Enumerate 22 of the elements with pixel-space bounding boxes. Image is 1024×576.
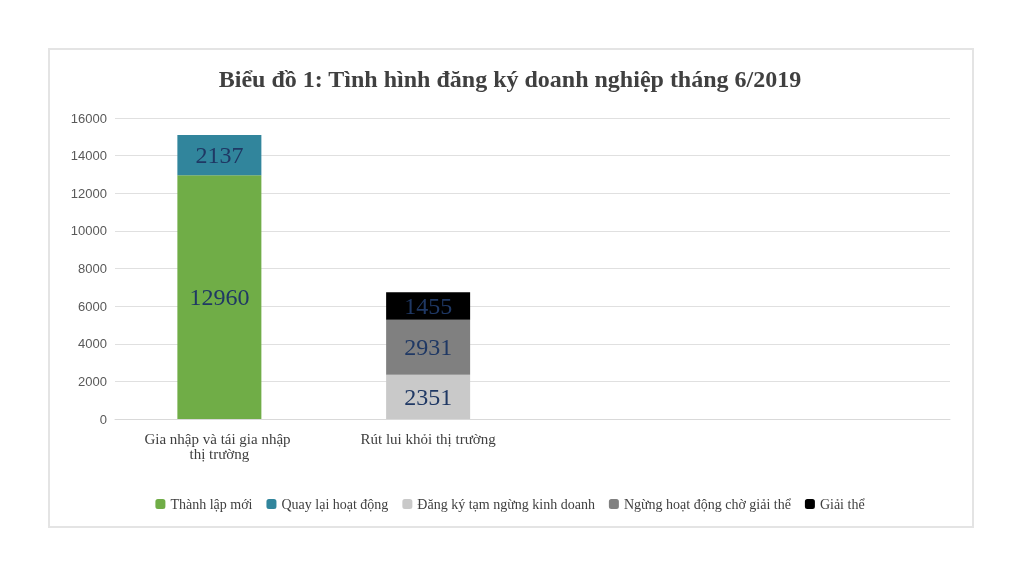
legend-label: Thành lập mới (170, 496, 253, 512)
y-tick-label: 2000 (78, 373, 107, 389)
legend-label: Giải thể (819, 496, 866, 512)
chart-title: Biểu đồ 1: Tình hình đăng ký doanh nghiệp tháng 6/2019 (218, 66, 802, 92)
y-tick-label: 4000 (78, 336, 107, 352)
y-tick-label: 8000 (78, 261, 107, 276)
y-tick-label: 16000 (70, 110, 107, 126)
legend-label: Ngừng hoạt động chờ giải thể (623, 496, 792, 512)
legend-label: Đăng ký tạm ngừng kinh doanh (417, 496, 595, 512)
y-tick-label: 0 (99, 411, 107, 427)
x-tick-label: Gia nhập và tái gia nhập thị trường (144, 430, 295, 462)
data-label: 12960 (189, 284, 250, 311)
y-tick-label: 12000 (70, 185, 107, 201)
x-tick-label: Rút lui khỏi thị trường (360, 430, 497, 447)
legend-label: Quay lại hoạt động (281, 496, 389, 512)
y-tick-label: 14000 (70, 148, 107, 164)
data-label: 1455 (404, 292, 453, 319)
data-label: 2931 (404, 334, 453, 361)
data-label: 2137 (195, 142, 244, 169)
y-tick-label: 6000 (78, 298, 107, 314)
y-tick-label: 10000 (70, 223, 107, 239)
data-label: 2351 (404, 383, 453, 410)
